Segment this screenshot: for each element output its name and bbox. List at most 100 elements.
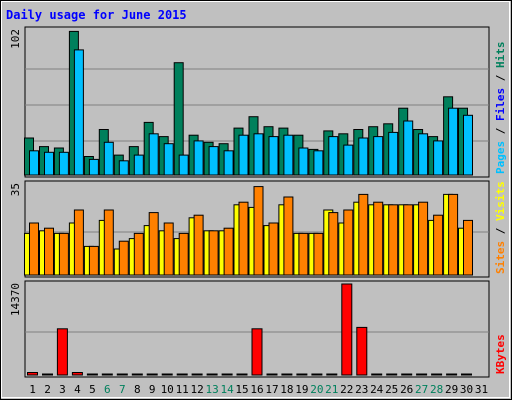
legend-files: Files bbox=[494, 88, 507, 121]
chart-title: Daily usage for June 2015 bbox=[6, 8, 187, 22]
bar-kbytes-day-21 bbox=[326, 373, 338, 376]
bar-kbytes-day-3 bbox=[56, 328, 68, 376]
bar-sites-day-18 bbox=[283, 196, 294, 276]
bar-kbytes-day-10 bbox=[161, 373, 173, 376]
x-tick-label: 22 bbox=[340, 383, 353, 396]
bar-sites-day-19 bbox=[298, 232, 309, 276]
x-tick-label: 7 bbox=[119, 383, 126, 396]
legend-separator: / bbox=[494, 221, 507, 241]
bar-sites-day-5 bbox=[88, 245, 99, 276]
bar-sites-day-9 bbox=[148, 212, 159, 276]
bar-sites-day-25 bbox=[388, 204, 399, 276]
legend-label: Pages / Files / Hits bbox=[494, 42, 507, 175]
x-tick-label: 10 bbox=[161, 383, 174, 396]
bar-kbytes-day-17 bbox=[266, 373, 278, 376]
x-tick-label: 16 bbox=[250, 383, 263, 396]
legend-visits: Visits bbox=[494, 181, 507, 221]
bar-kbytes-day-12 bbox=[191, 373, 203, 376]
bar-files-day-6 bbox=[103, 141, 114, 176]
x-tick-label: 17 bbox=[265, 383, 278, 396]
bar-files-day-19 bbox=[298, 147, 309, 176]
bar-sites-day-4 bbox=[73, 209, 84, 276]
legend-separator: / bbox=[494, 68, 507, 88]
bar-sites-day-16 bbox=[253, 186, 264, 276]
bar-sites-day-2 bbox=[44, 227, 54, 276]
bar-kbytes-day-6 bbox=[101, 373, 113, 376]
bar-files-day-9 bbox=[148, 133, 159, 176]
y-max-label: 102 bbox=[9, 29, 22, 49]
x-tick-label: 9 bbox=[149, 383, 156, 396]
bar-sites-day-30 bbox=[463, 219, 473, 276]
bar-sites-day-21 bbox=[328, 212, 339, 276]
bar-kbytes-day-29 bbox=[446, 373, 458, 376]
bar-files-day-30 bbox=[463, 114, 473, 176]
x-tick-label: 4 bbox=[74, 383, 81, 396]
bar-files-day-18 bbox=[283, 134, 294, 176]
legend-label: Sites / Visits bbox=[494, 181, 507, 274]
bar-kbytes-day-25 bbox=[386, 373, 398, 376]
bar-files-day-29 bbox=[448, 107, 459, 176]
bar-kbytes-day-9 bbox=[146, 373, 158, 376]
bar-files-day-20 bbox=[313, 150, 324, 176]
bar-sites-day-10 bbox=[163, 222, 174, 276]
legend-label: KBytes bbox=[494, 334, 507, 374]
bar-files-day-2 bbox=[44, 151, 54, 176]
x-tick-label: 13 bbox=[205, 383, 218, 396]
bar-kbytes-day-19 bbox=[296, 373, 308, 376]
bar-files-day-25 bbox=[388, 131, 399, 176]
bar-kbytes-day-28 bbox=[431, 373, 443, 376]
bar-sites-day-14 bbox=[223, 227, 234, 276]
x-tick-label: 5 bbox=[89, 383, 96, 396]
bar-files-day-4 bbox=[73, 49, 84, 176]
bar-sites-day-11 bbox=[178, 232, 189, 276]
bar-sites-day-13 bbox=[208, 230, 219, 276]
bar-kbytes-day-26 bbox=[401, 373, 413, 376]
bar-kbytes-day-24 bbox=[371, 373, 383, 376]
bar-sites-day-23 bbox=[358, 193, 369, 276]
x-tick-label: 24 bbox=[370, 383, 384, 396]
bar-kbytes-day-5 bbox=[86, 373, 98, 376]
x-tick-label: 25 bbox=[385, 383, 398, 396]
bar-sites-day-17 bbox=[268, 222, 279, 276]
x-tick-label: 11 bbox=[176, 383, 189, 396]
x-tick-label: 15 bbox=[235, 383, 248, 396]
bar-files-day-7 bbox=[118, 160, 129, 176]
bar-files-day-3 bbox=[58, 151, 69, 176]
panel-2: 35 Sites / Visits bbox=[9, 180, 507, 278]
bar-files-day-13 bbox=[208, 146, 219, 176]
bar-files-day-11 bbox=[178, 154, 189, 176]
legend-separator: / bbox=[494, 121, 507, 141]
bar-sites-day-6 bbox=[103, 209, 114, 276]
bar-kbytes-day-18 bbox=[281, 373, 293, 376]
bar-files-day-8 bbox=[133, 154, 144, 176]
y-max-label: 14370 bbox=[9, 283, 22, 316]
x-tick-label: 3 bbox=[59, 383, 66, 396]
bar-files-day-21 bbox=[328, 136, 339, 176]
bar-sites-day-12 bbox=[193, 214, 204, 276]
bar-files-day-5 bbox=[88, 158, 99, 176]
bar-kbytes-day-27 bbox=[416, 373, 428, 376]
x-tick-label: 23 bbox=[355, 383, 368, 396]
x-tick-label: 19 bbox=[295, 383, 308, 396]
x-tick-label: 14 bbox=[220, 383, 234, 396]
bar-files-day-23 bbox=[358, 137, 369, 176]
panel-1: 102 Pages / Files / Hits bbox=[9, 26, 507, 178]
x-tick-label: 21 bbox=[325, 383, 338, 396]
bar-sites-day-20 bbox=[313, 232, 324, 276]
bar-sites-day-15 bbox=[238, 201, 249, 276]
x-tick-label: 18 bbox=[280, 383, 293, 396]
panel-3: 14370 KBytes bbox=[9, 280, 507, 378]
y-max-label: 35 bbox=[9, 183, 22, 196]
bar-files-day-26 bbox=[403, 120, 414, 176]
legend-pages: Pages bbox=[494, 141, 507, 174]
legend-kbytes: KBytes bbox=[494, 334, 507, 374]
bar-sites-day-26 bbox=[403, 204, 414, 276]
x-tick-label: 20 bbox=[310, 383, 323, 396]
x-tick-label: 26 bbox=[400, 383, 413, 396]
bar-files-day-16 bbox=[253, 133, 264, 176]
x-tick-label: 27 bbox=[415, 383, 428, 396]
bar-kbytes-day-22 bbox=[341, 283, 353, 376]
x-tick-label: 2 bbox=[44, 383, 51, 396]
